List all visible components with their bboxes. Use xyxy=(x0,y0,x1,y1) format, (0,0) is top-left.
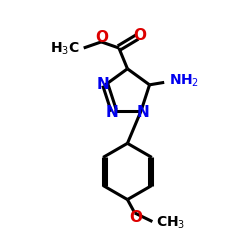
Text: O: O xyxy=(95,30,108,45)
Text: H$_3$C: H$_3$C xyxy=(50,41,79,58)
Text: O: O xyxy=(129,210,142,225)
Text: NH$_2$: NH$_2$ xyxy=(168,73,199,89)
Text: N: N xyxy=(106,104,118,120)
Text: CH$_3$: CH$_3$ xyxy=(156,214,185,231)
Text: N: N xyxy=(97,77,110,92)
Text: O: O xyxy=(134,28,147,43)
Text: N: N xyxy=(137,104,149,120)
